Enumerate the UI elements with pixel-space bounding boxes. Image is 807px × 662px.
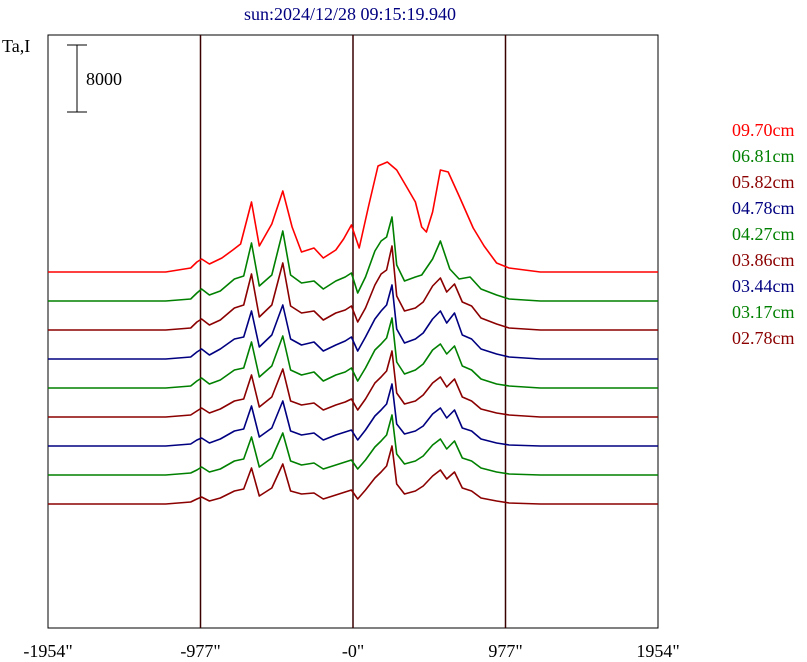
legend-item-09.70cm: 09.70cm — [732, 120, 795, 140]
legend-item-04.27cm: 04.27cm — [732, 224, 795, 244]
legend-item-03.17cm: 03.17cm — [732, 302, 795, 322]
legend-item-04.78cm: 04.78cm — [732, 198, 795, 218]
x-tick-label: 1954" — [636, 641, 679, 661]
legend-item-02.78cm: 02.78cm — [732, 328, 795, 348]
series-line-04.27cm — [48, 317, 658, 389]
series-line-09.70cm — [48, 161, 658, 273]
series-line-03.86cm — [48, 350, 658, 418]
series-line-03.44cm — [48, 383, 658, 447]
series-line-06.81cm — [48, 216, 658, 302]
chart-title: sun:2024/12/28 09:15:19.940 — [244, 4, 456, 24]
scale-bar: 8000 — [67, 44, 122, 113]
legend: 09.70cm 06.81cm 05.82cm 04.78cm 04.27cm 03.86… — [732, 120, 795, 348]
series-line-05.82cm — [48, 245, 658, 331]
reference-lines — [199, 35, 507, 628]
legend-item-05.82cm: 05.82cm — [732, 172, 795, 192]
x-tick-label: -1954" — [23, 641, 72, 661]
x-tick-label: 977" — [488, 641, 522, 661]
legend-item-03.86cm: 03.86cm — [732, 250, 795, 270]
x-tick-labels: -1954" -977" -0" 977" 1954" — [23, 641, 679, 661]
series-line-04.78cm — [48, 284, 658, 360]
legend-item-03.44cm: 03.44cm — [732, 276, 795, 296]
series-lines — [48, 161, 658, 505]
series-line-03.17cm — [48, 414, 658, 476]
y-axis-label: Ta,I — [2, 36, 30, 56]
series-line-02.78cm — [48, 445, 658, 505]
scale-bar-label: 8000 — [86, 69, 122, 89]
x-tick-label: -977" — [180, 641, 220, 661]
legend-item-06.81cm: 06.81cm — [732, 146, 795, 166]
x-tick-label: -0" — [342, 641, 364, 661]
